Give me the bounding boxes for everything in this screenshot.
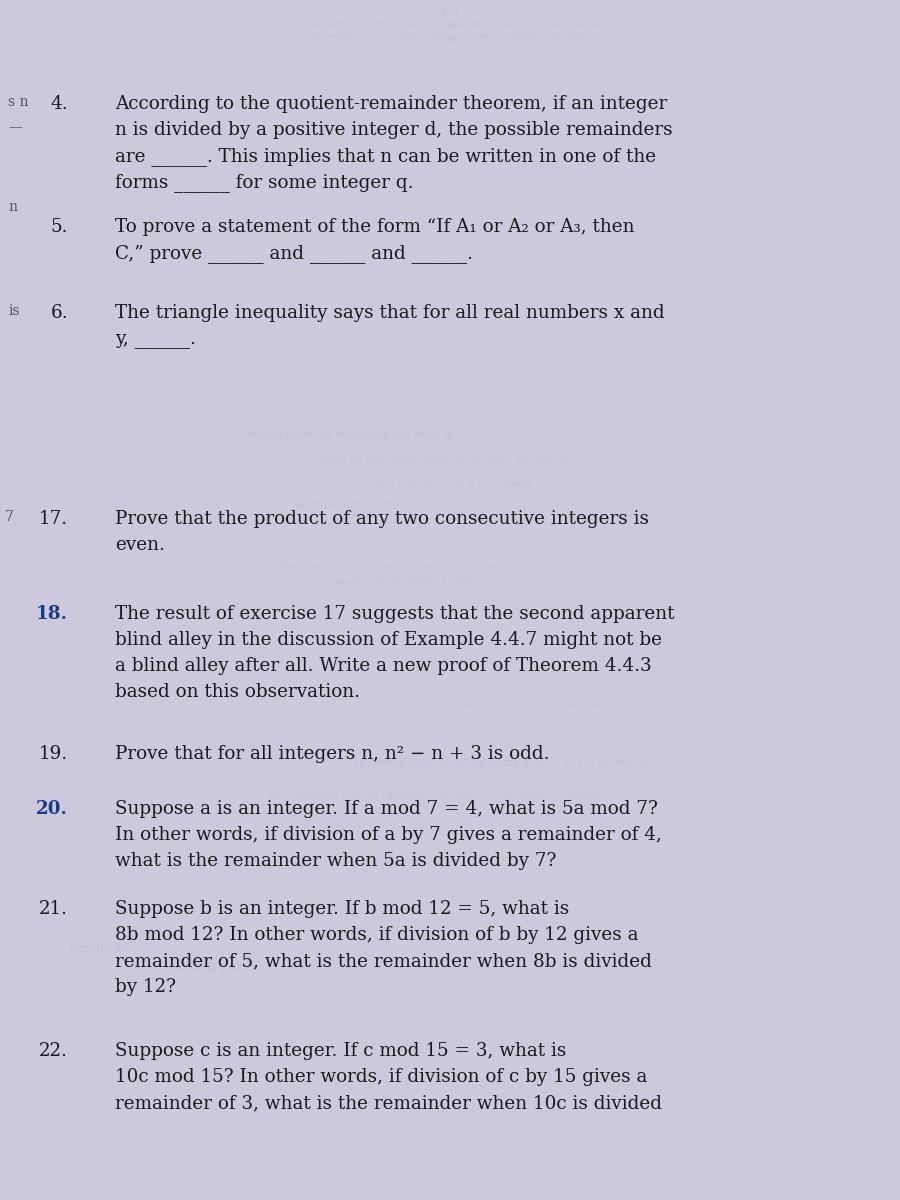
Text: a blind alley after all. Write a new proof of Theorem 4.4.3: a blind alley after all. Write a new pro… bbox=[115, 658, 652, 674]
Text: 20.: 20. bbox=[36, 800, 68, 818]
Text: According to the quotient-remainder theorem, if an integer: According to the quotient-remainder theo… bbox=[115, 95, 667, 113]
Text: 7: 7 bbox=[5, 510, 14, 524]
Text: Prove that the product of any two consecutive integers is: Prove that the product of any two consec… bbox=[115, 510, 649, 528]
Text: 10c mod 15? In other words, if division of c by 15 gives a: 10c mod 15? In other words, if division … bbox=[115, 1068, 647, 1086]
Text: y, ______.: y, ______. bbox=[115, 330, 196, 348]
Text: based on this observation. Write your answer here.: based on this observation. Write your an… bbox=[316, 455, 584, 464]
Text: Prove that for all integers n, n² − n + 3 is odd.: Prove that for all integers n, n² − n + … bbox=[115, 745, 550, 763]
Text: s n: s n bbox=[442, 8, 458, 18]
Text: noitulos edt bniF .4: noitulos edt bniF .4 bbox=[295, 500, 405, 510]
Text: is: is bbox=[8, 304, 20, 318]
Text: for some integer q.: for some integer q. bbox=[403, 52, 497, 61]
Text: n is divided by a positive integer d, the possible remainders: n is divided by a positive integer d, th… bbox=[115, 121, 672, 139]
Text: Suppose c is an integer. If c mod 15 = 3, what is: Suppose c is an integer. If c mod 15 = 3… bbox=[115, 1042, 566, 1060]
Text: 22.: 22. bbox=[39, 1042, 68, 1060]
Text: Counting bns: Counting bns bbox=[158, 960, 242, 973]
Text: forms ______ for some integer q.: forms ______ for some integer q. bbox=[115, 173, 413, 192]
Text: 17.: 17. bbox=[39, 510, 68, 528]
Text: erised n dniF nhtirb n dloh: erised n dniF nhtirb n dloh bbox=[324, 578, 476, 588]
Text: 19. Prove that for all integers n, n² − n + 3 is odd. A: 19. Prove that for all integers n, n² − … bbox=[352, 758, 648, 768]
Text: noiteuqs edt ot snolunlos edt bniF .4: noiteuqs edt ot snolunlos edt bniF .4 bbox=[247, 430, 454, 440]
Text: 6.: 6. bbox=[50, 304, 68, 322]
Text: The result of exercise 17 suggests that the second apparent: The result of exercise 17 suggests that … bbox=[115, 605, 674, 623]
Text: s n: s n bbox=[8, 95, 29, 109]
Text: n: n bbox=[446, 22, 454, 32]
Text: Write your answer. Store your answer here.: Write your answer. Store your answer her… bbox=[385, 700, 615, 709]
Text: remainder of 5, what is the remainder when 8b is divided: remainder of 5, what is the remainder wh… bbox=[115, 952, 652, 970]
Text: —: — bbox=[8, 120, 22, 134]
Text: 20. Suppose a is an integer. If a mod 7 = 4, what is 5a mod 7? A: 20. Suppose a is an integer. If a mod 7 … bbox=[269, 790, 631, 800]
Text: n is divided by a positive integer d, the possible remainders: n is divided by a positive integer d, th… bbox=[302, 32, 598, 41]
Text: The triangle inequality says that for all real numbers x and: The triangle inequality says that for al… bbox=[115, 304, 664, 322]
Text: what is the remainder when 5a is divided by 7?: what is the remainder when 5a is divided… bbox=[115, 852, 556, 870]
Text: 21.: 21. bbox=[39, 900, 68, 918]
Text: blind alley in the discussion of Example 4.4.7 might not be: blind alley in the discussion of Example… bbox=[115, 631, 662, 649]
Text: 19.: 19. bbox=[39, 745, 68, 763]
Text: 4. According to the quotient-remainder theorem, if an integer: 4. According to the quotient-remainder t… bbox=[297, 20, 603, 29]
Text: To prove a statement of the form “If A₁ or A₂ or A₃, then: To prove a statement of the form “If A₁ … bbox=[115, 218, 634, 236]
Text: Suppose b is an integer. If b mod 12 = 5, what is: Suppose b is an integer. If b mod 12 = 5… bbox=[115, 900, 569, 918]
Text: 4.: 4. bbox=[50, 95, 68, 113]
Text: remainder of 3, what is the remainder when 10c is divided: remainder of 3, what is the remainder wh… bbox=[115, 1094, 662, 1112]
Text: Suppose a is an integer. If a mod 7 = 4, what is 5a mod 7?: Suppose a is an integer. If a mod 7 = 4,… bbox=[115, 800, 658, 818]
Text: by 12?: by 12? bbox=[115, 978, 176, 996]
Text: In other words, if division of a by 7 gives a remainder of 4,: In other words, if division of a by 7 gi… bbox=[115, 826, 662, 844]
Text: .retni evitisop a yb n fo noisiviD: .retni evitisop a yb n fo noisiviD bbox=[366, 480, 534, 490]
Text: C,” prove ______ and ______ and ______.: C,” prove ______ and ______ and ______. bbox=[115, 244, 473, 263]
Text: are ______. This implies that n can be written in one of the: are ______. This implies that n can be w… bbox=[115, 146, 656, 166]
Text: oqsino br: oqsino br bbox=[70, 942, 130, 955]
Text: even.: even. bbox=[115, 536, 165, 554]
Text: 8b mod 12? In other words, if division of b by 12 gives a: 8b mod 12? In other words, if division o… bbox=[115, 926, 638, 944]
Text: even. The product of any two consecutive integers is even.: even. The product of any two consecutive… bbox=[246, 562, 554, 571]
Text: n: n bbox=[8, 200, 17, 214]
Text: is: is bbox=[446, 35, 454, 44]
Text: 5.: 5. bbox=[50, 218, 68, 236]
Text: based on this observation.: based on this observation. bbox=[115, 683, 360, 701]
Text: 18.: 18. bbox=[36, 605, 68, 623]
